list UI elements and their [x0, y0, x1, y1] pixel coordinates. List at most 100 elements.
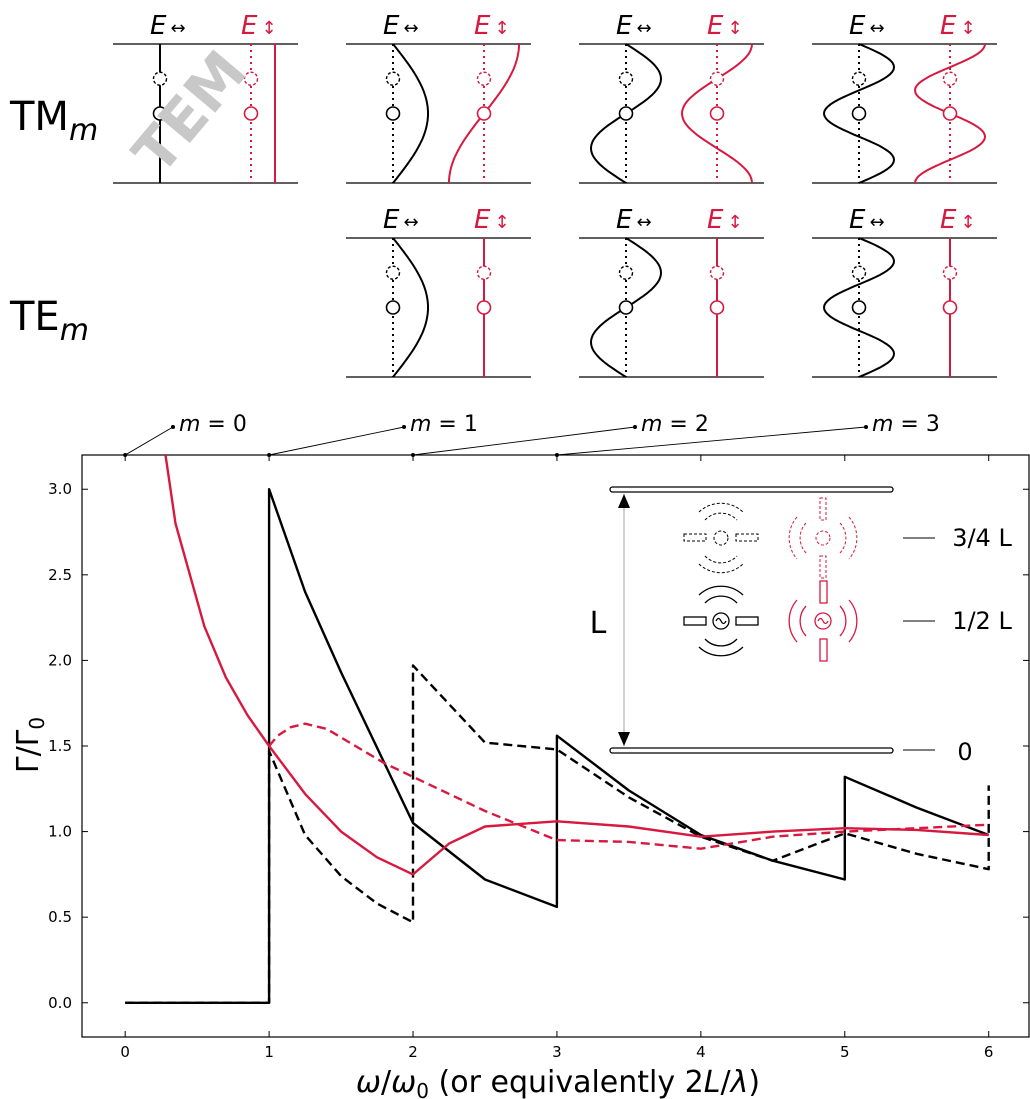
- tm-mode-label: TMm: [9, 94, 98, 148]
- cutoff-label-dot: [402, 425, 406, 429]
- x-tick-label: 2: [408, 1043, 418, 1061]
- field-label-parallel: E ↔: [849, 11, 885, 41]
- dipole-parallel-quarter-icon: [683, 502, 759, 574]
- cutoff-label: m = 1: [410, 412, 478, 437]
- y-axis-label: Γ/Γ0: [11, 717, 49, 773]
- perpendicular-emitter-quarter: [476, 71, 492, 86]
- te-mode-label: TEm: [9, 294, 89, 348]
- series-perpendicular-mid: [164, 455, 989, 876]
- x-tick-label: 4: [696, 1043, 706, 1061]
- axis-ticks: 0 1 2 3 4 5 6 0.0 0.5 1.0 1.5 2.0 2.5 3.0: [48, 455, 1029, 1061]
- field-label-perpendicular: E ↕: [474, 205, 510, 235]
- series-parallel-mid: [125, 488, 990, 1004]
- bottom-mirror: [609, 747, 894, 754]
- x-axis-label: ω/ω0 (or equivalently 2L/λ): [356, 1065, 760, 1099]
- gap-label: L: [590, 606, 607, 641]
- perpendicular-emitter-half: [476, 300, 492, 315]
- parallel-emitter-quarter: [618, 71, 634, 86]
- parallel-emitter-quarter: [152, 71, 168, 86]
- cutoff-annotations: m = 0 m = 1 m = 2 m = 3: [123, 412, 940, 457]
- cutoff-label-dot: [864, 425, 868, 429]
- field-label-perpendicular: E ↕: [940, 11, 976, 41]
- perpendicular-emitter-quarter: [243, 71, 259, 86]
- position-label-half: 1/2 L: [952, 607, 1012, 635]
- x-tick-label: 3: [552, 1043, 562, 1061]
- parallel-emitter-quarter: [851, 265, 867, 280]
- dipole-perpendicular-quarter-icon: [788, 497, 858, 579]
- field-label-perpendicular: E ↕: [474, 11, 510, 41]
- parallel-emitter-quarter: [618, 265, 634, 280]
- x-tick-label: 6: [984, 1043, 994, 1061]
- perpendicular-emitter-half: [942, 300, 958, 315]
- top-mirror: [609, 486, 894, 493]
- parallel-profile: [392, 43, 429, 184]
- cutoff-leader-line: [124, 426, 174, 456]
- y-tick-label: 0.5: [48, 908, 72, 926]
- perpendicular-profile: [680, 43, 753, 184]
- parallel-emitter-half: [851, 106, 867, 121]
- parallel-profile: [822, 43, 896, 184]
- parallel-emitter-quarter: [385, 265, 401, 280]
- perpendicular-emitter-half: [709, 106, 725, 121]
- perpendicular-emitter-half: [476, 106, 492, 121]
- perpendicular-emitter-quarter: [942, 265, 958, 280]
- field-label-parallel: E ↔: [849, 205, 885, 235]
- field-label-parallel: E ↔: [383, 11, 419, 41]
- mode-panels: E ↔ E ↕ E ↔ E ↕ E ↔ E ↕ E ↔ E ↕ E ↔ E ↕ E ↔ E ↕ E ↔ E ↕: [113, 11, 997, 378]
- field-label-perpendicular: E ↕: [707, 205, 743, 235]
- gap-arrow-top: [618, 494, 630, 508]
- dipole-parallel-half-icon: [683, 585, 759, 657]
- cutoff-label: m = 2: [641, 412, 709, 437]
- inset-diagram: L 3/4 L 1/2 L 0: [590, 486, 1012, 766]
- chart-series: [125, 455, 990, 1004]
- perpendicular-emitter-half: [942, 106, 958, 121]
- perpendicular-emitter-half: [243, 106, 259, 121]
- perpendicular-emitter-quarter: [709, 265, 725, 280]
- tm-panel-m2: E ↔ E ↕: [579, 11, 764, 184]
- field-label-perpendicular: E ↕: [940, 205, 976, 235]
- cutoff-leader-line: [556, 426, 867, 456]
- parallel-emitter-quarter: [385, 71, 401, 86]
- tm-panel-m0: E ↔ E ↕: [113, 11, 298, 184]
- y-tick-label: 1.5: [48, 737, 72, 755]
- field-label-perpendicular: E ↕: [241, 11, 277, 41]
- dipole-perpendicular-half-icon: [788, 580, 858, 662]
- position-label-zero: 0: [957, 738, 972, 766]
- field-label-parallel: E ↔: [616, 205, 652, 235]
- perpendicular-emitter-quarter: [476, 265, 492, 280]
- y-tick-label: 2.5: [48, 566, 72, 584]
- te-panel-m2: E ↔ E ↕: [579, 205, 764, 378]
- y-tick-label: 3.0: [48, 480, 72, 498]
- perpendicular-emitter-quarter: [942, 71, 958, 86]
- perpendicular-emitter-half: [709, 300, 725, 315]
- cutoff-leader-line: [412, 426, 636, 456]
- field-label-parallel: E ↔: [383, 205, 419, 235]
- series-parallel-quarter: [125, 664, 990, 1004]
- parallel-emitter-half: [385, 106, 401, 121]
- cutoff-leader-line: [269, 426, 405, 456]
- cutoff-label-dot: [633, 425, 637, 429]
- x-tick-label: 1: [264, 1043, 274, 1061]
- tem-watermark: TEM: [120, 38, 260, 187]
- y-tick-label: 1.0: [48, 823, 72, 841]
- x-tick-label: 5: [840, 1043, 850, 1061]
- series-perpendicular-quarter: [268, 722, 989, 850]
- cutoff-label: m = 0: [179, 412, 247, 437]
- tm-panel-m3: E ↔ E ↕: [812, 11, 997, 184]
- gap-arrow-bottom: [618, 732, 630, 746]
- te-panel-m3: E ↔ E ↕: [812, 205, 997, 378]
- parallel-emitter-quarter: [851, 71, 867, 86]
- x-tick-label: 0: [120, 1043, 130, 1061]
- field-label-perpendicular: E ↕: [707, 11, 743, 41]
- parallel-emitter-half: [152, 106, 168, 121]
- plot-frame: [81, 454, 1030, 1038]
- parallel-profile: [392, 237, 429, 378]
- perpendicular-emitter-quarter: [709, 71, 725, 86]
- field-label-parallel: E ↔: [616, 11, 652, 41]
- cutoff-label-dot: [171, 425, 175, 429]
- parallel-emitter-half: [618, 106, 634, 121]
- field-label-parallel: E ↔: [150, 11, 186, 41]
- cutoff-label: m = 3: [872, 412, 940, 437]
- y-tick-label: 0.0: [48, 994, 72, 1012]
